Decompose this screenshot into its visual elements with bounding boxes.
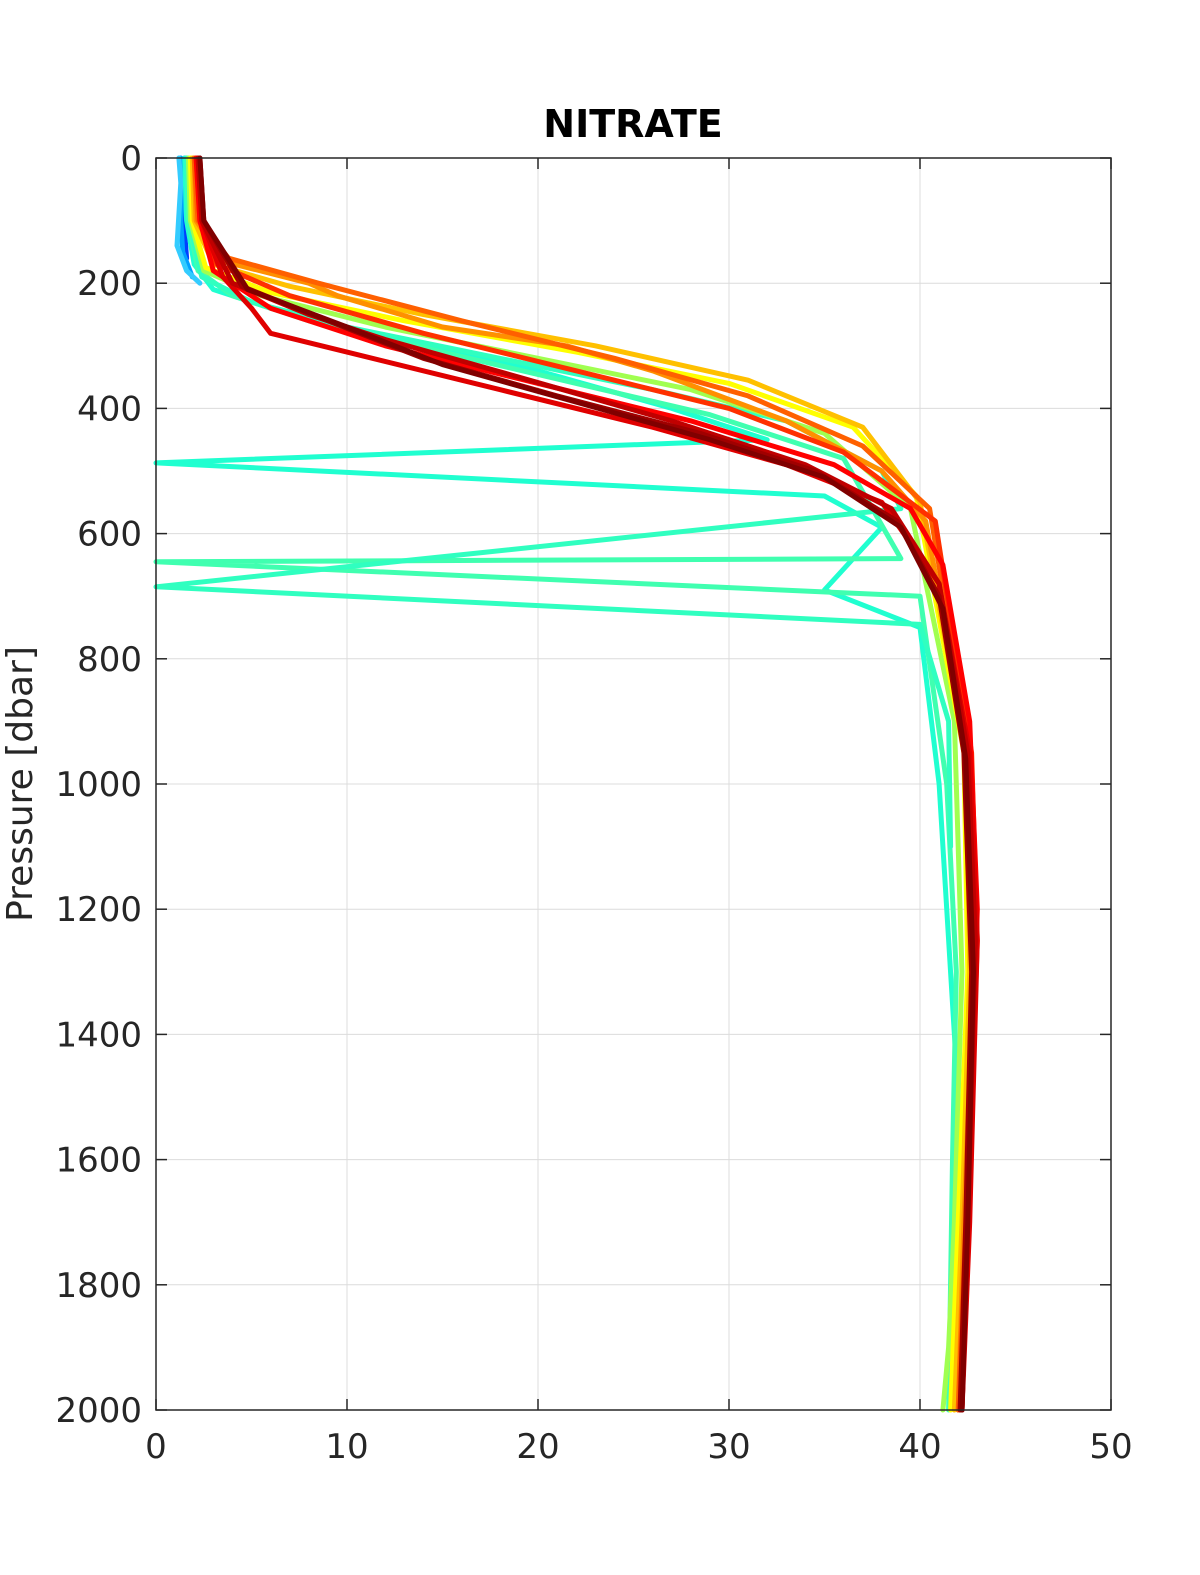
y-tick-label: 1200 [55, 890, 142, 930]
y-tick-label: 1000 [55, 765, 142, 805]
y-tick-label: 800 [77, 640, 142, 680]
y-tick-label: 600 [77, 515, 142, 555]
y-tick-label: 200 [77, 264, 142, 304]
y-tick-label: 1600 [55, 1141, 142, 1181]
profile-line-3 [174, 155, 203, 286]
x-tick-label: 0 [145, 1427, 167, 1467]
chart-title: NITRATE [543, 102, 722, 146]
y-axis-title: Pressure [dbar] [0, 646, 41, 922]
x-tick-label: 50 [1089, 1427, 1132, 1467]
axis-ticks: 0 10 20 30 40 50 0 200 400 600 800 1000 1200 1400 1600… [55, 139, 1132, 1467]
x-tick-label: 40 [898, 1427, 941, 1467]
x-tick-label: 20 [516, 1427, 559, 1467]
y-tick-label: 0 [120, 139, 142, 179]
y-tick-label: 1800 [55, 1266, 142, 1306]
y-tick-label: 400 [77, 389, 142, 429]
x-tick-label: 30 [707, 1427, 750, 1467]
x-tick-label: 10 [325, 1427, 368, 1467]
profile-line-17 [197, 155, 976, 1413]
y-tick-label: 1400 [55, 1015, 142, 1055]
profile-lines [153, 155, 980, 1413]
y-tick-label: 2000 [55, 1391, 142, 1431]
